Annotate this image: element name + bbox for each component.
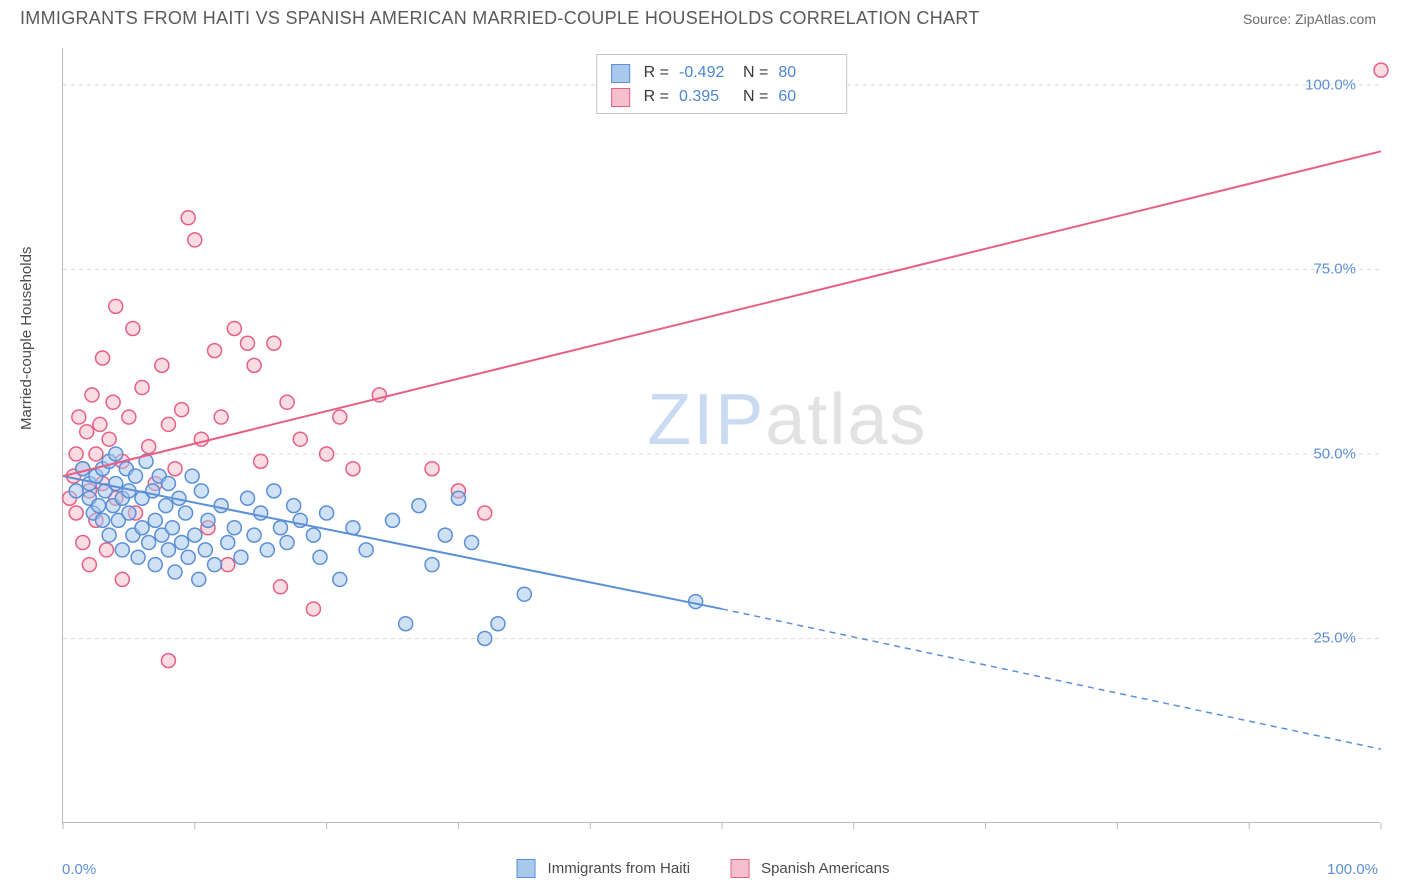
source-attribution: Source: ZipAtlas.com (1243, 11, 1376, 27)
y-tick-50: 50.0% (1313, 445, 1356, 462)
chart-title: IMMIGRANTS FROM HAITI VS SPANISH AMERICA… (20, 8, 980, 29)
stats-row-haiti: R = -0.492 N = 80 (611, 61, 833, 85)
y-axis-label: Married-couple Households (18, 247, 35, 430)
legend-swatch-spanish (730, 859, 749, 878)
legend-item-haiti: Immigrants from Haiti (517, 859, 691, 878)
r-value-haiti: -0.492 (679, 61, 733, 85)
x-tick-100: 100.0% (1327, 861, 1378, 878)
legend-swatch-haiti (517, 859, 536, 878)
n-value-haiti: 80 (778, 61, 832, 85)
source-name: ZipAtlas.com (1295, 11, 1376, 27)
n-value-spanish: 60 (778, 85, 832, 109)
y-tick-75: 75.0% (1313, 261, 1356, 278)
legend-label-haiti: Immigrants from Haiti (548, 860, 691, 877)
y-tick-100: 100.0% (1305, 76, 1356, 93)
swatch-haiti (611, 64, 630, 83)
scatter-svg (63, 48, 1381, 823)
r-value-spanish: 0.395 (679, 85, 733, 109)
x-tick-0: 0.0% (62, 861, 96, 878)
source-prefix: Source: (1243, 11, 1295, 27)
legend: Immigrants from Haiti Spanish Americans (517, 859, 890, 878)
stats-row-spanish: R = 0.395 N = 60 (611, 85, 833, 109)
legend-label-spanish: Spanish Americans (761, 860, 889, 877)
y-tick-25: 25.0% (1313, 630, 1356, 647)
r-label: R = (644, 61, 669, 85)
chart-plot-area: ZIPatlas R = -0.492 N = 80 R = 0.395 N =… (62, 48, 1380, 823)
legend-item-spanish: Spanish Americans (730, 859, 889, 878)
n-label: N = (743, 85, 768, 109)
swatch-spanish (611, 88, 630, 107)
r-label: R = (644, 85, 669, 109)
n-label: N = (743, 61, 768, 85)
correlation-stats-box: R = -0.492 N = 80 R = 0.395 N = 60 (596, 54, 848, 114)
